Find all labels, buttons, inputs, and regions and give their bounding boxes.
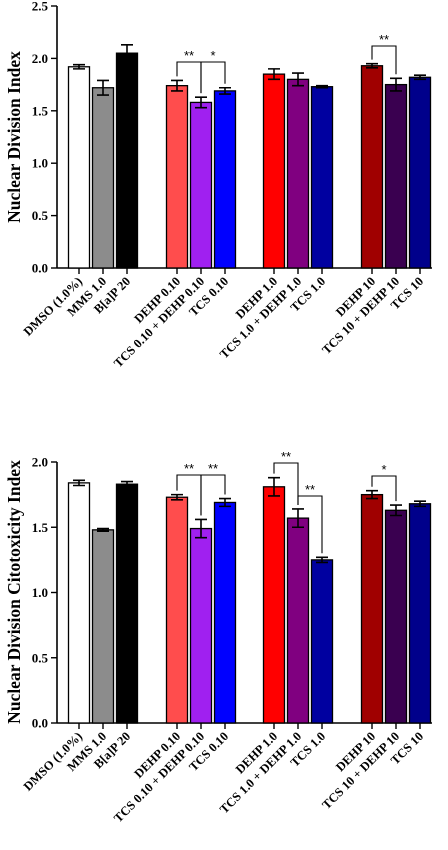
error-bar <box>73 63 85 70</box>
significance-label: * <box>381 462 386 477</box>
y-tick-label: 2.0 <box>32 455 48 470</box>
significance-label: ** <box>281 449 291 464</box>
bar <box>91 87 115 269</box>
y-tick-label: 2.0 <box>32 51 48 66</box>
error-bar <box>97 79 109 96</box>
bar <box>165 496 189 724</box>
y-axis-label: Nuclear Division Index <box>4 51 24 223</box>
bar <box>213 501 237 724</box>
y-tick-label: 2.5 <box>32 0 49 14</box>
significance-bracket <box>200 474 226 516</box>
bar <box>262 486 286 724</box>
y-tick-label: 0.5 <box>32 650 49 665</box>
error-bar <box>316 84 328 89</box>
significance-bracket <box>200 61 226 94</box>
y-tick-label: 0.0 <box>32 261 48 276</box>
bar <box>286 78 310 269</box>
bar <box>189 527 213 724</box>
significance-label: ** <box>184 461 194 476</box>
error-bar <box>171 79 183 92</box>
bar <box>91 529 115 724</box>
significance-label: ** <box>305 482 315 497</box>
error-bar <box>97 527 109 532</box>
y-tick-label: 1.0 <box>32 156 48 171</box>
bar <box>189 101 213 269</box>
error-bar <box>219 497 231 508</box>
error-bar <box>414 74 426 81</box>
error-bar <box>121 480 133 488</box>
bar <box>286 517 310 724</box>
bar <box>360 493 384 724</box>
bar <box>115 52 139 269</box>
bar <box>360 65 384 269</box>
bar <box>67 482 91 724</box>
y-tick-label: 0.5 <box>32 208 49 223</box>
bar <box>213 90 237 269</box>
bar <box>310 86 334 269</box>
significance-label: ** <box>208 461 218 476</box>
error-bar <box>316 556 328 564</box>
nuclear-division-index-chart: Nuclear Division Index 0.0 0.5 1.0 1.5 2.0 2.5… <box>4 0 432 370</box>
error-bar <box>292 508 304 529</box>
y-tick-label: 1.0 <box>32 585 48 600</box>
significance-bracket <box>371 45 397 75</box>
bar <box>165 84 189 269</box>
y-tick-label: 1.5 <box>32 520 49 535</box>
error-bar <box>268 68 280 81</box>
y-tick-label: 1.5 <box>32 103 49 118</box>
bar <box>310 559 334 724</box>
error-bar <box>121 43 133 63</box>
error-bar <box>195 518 207 539</box>
bar <box>67 66 91 269</box>
error-bar <box>73 479 85 487</box>
error-bar <box>366 62 378 69</box>
significance-label: ** <box>379 32 389 47</box>
significance-label: * <box>210 48 215 63</box>
significance-bracket <box>273 462 299 505</box>
error-bar <box>292 72 304 87</box>
error-bar <box>171 493 183 501</box>
bar <box>408 503 432 724</box>
significance-bracket <box>371 475 397 502</box>
error-bar <box>366 489 378 500</box>
y-axis-label: Nuclear Division Citotoxicity Index <box>4 460 24 724</box>
significance-bracket <box>297 495 323 554</box>
bar <box>115 483 139 724</box>
error-bar <box>390 77 402 92</box>
error-bar <box>195 96 207 109</box>
error-bar <box>268 476 280 497</box>
bar <box>384 83 408 269</box>
bar <box>262 73 286 269</box>
error-bar <box>390 504 402 517</box>
error-bar <box>219 86 231 95</box>
error-bar <box>414 500 426 508</box>
bar <box>408 76 432 269</box>
y-tick-label: 0.0 <box>32 716 48 731</box>
bar <box>384 509 408 724</box>
nuclear-division-cytotoxicity-index-chart: Nuclear Division Citotoxicity Index 0.0 0.… <box>4 449 432 825</box>
significance-label: ** <box>184 48 194 63</box>
